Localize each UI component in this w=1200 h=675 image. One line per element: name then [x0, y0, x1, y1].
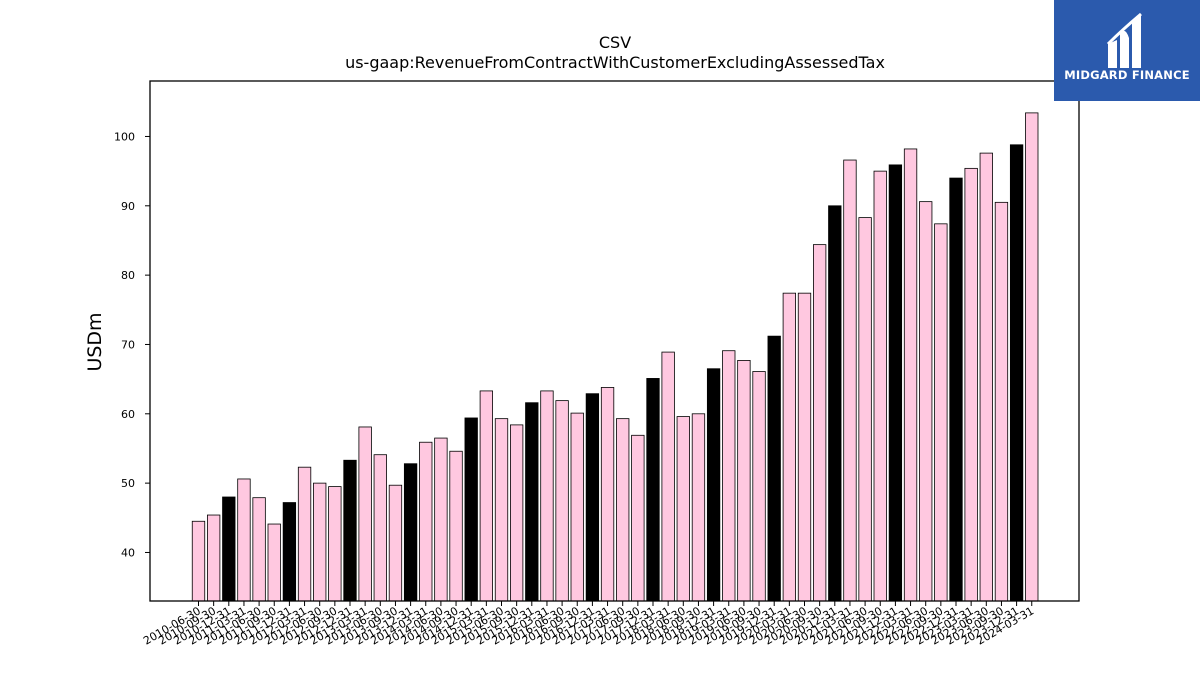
bar-2010-12-31 [222, 496, 236, 602]
bar-2011-09-30 [267, 523, 281, 602]
y-tick-label: 70 [121, 338, 135, 351]
brand-logo: MIDGARD FINANCE [1054, 0, 1200, 101]
bar-2021-03-31 [843, 159, 857, 602]
bar-2013-09-30 [388, 484, 403, 602]
bar-2018-06-30 [676, 416, 690, 602]
plot-frame [149, 80, 1080, 602]
bar-2017-12-31 [646, 378, 660, 602]
bar-2023-03-31 [964, 167, 978, 602]
bar-2019-09-30 [752, 371, 766, 602]
bar-2022-06-30 [919, 201, 933, 602]
bar-2019-12-31 [767, 335, 781, 602]
bar-2017-06-30 [616, 418, 630, 602]
y-tick-label: 50 [121, 477, 135, 490]
chart-subtitle: us-gaap:RevenueFromContractWithCustomerE… [345, 53, 885, 72]
bar-2018-09-30 [691, 413, 706, 602]
bar-2013-12-31 [403, 463, 418, 602]
bar-2020-03-31 [782, 292, 796, 602]
bar-2021-09-30 [873, 170, 887, 602]
bar-2016-03-31 [540, 390, 554, 602]
bar-2023-12-31 [1009, 144, 1024, 602]
bar-2017-03-31 [600, 387, 615, 602]
bar-2015-03-31 [479, 390, 494, 602]
bars-group [191, 112, 1039, 602]
bar-2015-06-30 [494, 418, 509, 602]
bar-2014-09-30 [449, 450, 463, 602]
bar-2017-09-30 [631, 434, 645, 602]
bar-2022-09-30 [934, 223, 948, 602]
bar-2019-06-30 [737, 360, 751, 602]
brand-name: MIDGARD FINANCE [1064, 68, 1190, 82]
y-tick-label: 40 [121, 546, 135, 559]
bar-2022-03-31 [903, 148, 918, 602]
bar-2019-03-31 [722, 350, 736, 602]
bar-2015-09-30 [509, 424, 524, 602]
y-tick-label: 90 [121, 200, 135, 213]
y-axis-ticks: 40 50 60 70 80 90 100 [114, 130, 150, 559]
bar-2023-09-30 [994, 201, 1009, 602]
y-tick-label: 60 [121, 408, 135, 421]
bar-2010-09-30 [206, 514, 221, 602]
bar-2016-06-30 [555, 400, 569, 602]
bar-2023-06-30 [979, 152, 993, 602]
bar-2013-06-30 [373, 454, 387, 602]
bar-2011-06-30 [252, 497, 266, 602]
bar-2012-03-31 [297, 466, 312, 602]
bar-2020-12-31 [828, 205, 842, 602]
bar-2015-12-31 [525, 402, 539, 602]
y-tick-label: 100 [114, 130, 135, 143]
midgard-logo-icon [1106, 12, 1142, 68]
bar-2016-09-30 [570, 412, 584, 602]
bar-2018-03-31 [661, 351, 675, 602]
bar-2010-06-30 [191, 520, 206, 602]
bar-2014-12-31 [464, 417, 478, 602]
bar-2022-12-31 [949, 177, 963, 602]
bar-2012-12-31 [343, 459, 357, 602]
bar-2014-06-30 [434, 437, 448, 602]
bar-2011-03-31 [237, 478, 251, 602]
bar-2016-12-31 [585, 393, 600, 602]
bar-2011-12-31 [282, 502, 297, 602]
bar-2021-06-30 [858, 217, 872, 602]
bar-2020-09-30 [813, 244, 827, 602]
bar-2020-06-30 [797, 292, 812, 602]
bar-2012-06-30 [313, 482, 327, 602]
y-tick-label: 80 [121, 269, 135, 282]
x-axis-ticks: 2010-06-302010-09-302010-12-312011-03-31… [141, 601, 1036, 648]
bar-2014-03-31 [419, 441, 433, 602]
y-axis-label: USDm [84, 312, 106, 371]
chart-title: CSV [599, 33, 631, 52]
bar-2021-12-31 [888, 164, 903, 602]
bar-2018-12-31 [706, 368, 721, 602]
bar-2013-03-31 [358, 426, 372, 602]
bar-2012-09-30 [328, 486, 342, 602]
bar-2024-03-31 [1025, 112, 1039, 602]
